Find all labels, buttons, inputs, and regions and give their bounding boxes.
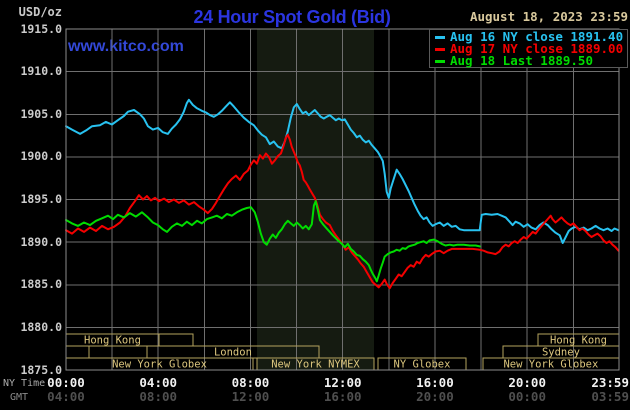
y-axis-tick-label: 1900.0 xyxy=(20,149,62,164)
legend-item-aug17: Aug 17 NY close 1889.00 xyxy=(433,41,627,56)
y-axis-tick-label: 1885.0 xyxy=(20,277,62,292)
ny-time-tick-label: 23:59 xyxy=(591,375,629,390)
legend-label: Aug 18 Last 1889.50 xyxy=(450,53,593,68)
session-label: Sydney xyxy=(542,347,580,359)
kitco-watermark-link[interactable]: www.kitco.com xyxy=(68,38,184,55)
gmt-tick-label: 16:00 xyxy=(323,389,362,404)
ny-time-tick-label: 04:00 xyxy=(139,375,178,390)
gmt-tick-label: 04:00 xyxy=(47,389,85,404)
price-line-aug-18 xyxy=(65,200,481,283)
session-label: London xyxy=(214,347,252,359)
ny-time-tick-label: 00:00 xyxy=(47,375,85,390)
gmt-tick-label: 20:00 xyxy=(416,389,454,404)
legend-item-aug18: Aug 18 Last 1889.50 xyxy=(433,53,627,68)
session-label: New York NYMEX xyxy=(271,359,360,371)
ny-time-tick-label: 12:00 xyxy=(323,375,362,390)
legend-item-aug16: Aug 16 NY close 1891.40 xyxy=(433,29,627,44)
price-line-aug-17 xyxy=(65,133,620,290)
green-series-swatch-icon xyxy=(435,59,445,63)
price-line-aug-16 xyxy=(65,98,620,244)
y-axis-tick-label: 1905.0 xyxy=(20,106,62,121)
session-label: Hong Kong xyxy=(550,335,607,347)
session-label: New York Globex xyxy=(503,359,598,371)
chart-timestamp: August 18, 2023 23:59 xyxy=(469,9,628,24)
y-axis-tick-label: 1875.0 xyxy=(20,362,62,377)
gmt-tick-label: 03:59 xyxy=(591,389,629,404)
plot-border xyxy=(65,28,620,371)
session-label: NY Globex xyxy=(394,359,451,371)
y-axis-tick-label: 1890.0 xyxy=(20,234,62,249)
page-title: 24 Hour Spot Gold (Bid) xyxy=(193,7,391,27)
x-axis-ny-time-label: NY Time xyxy=(3,378,46,389)
red-series-swatch-icon xyxy=(435,47,445,51)
ny-time-tick-label: 20:00 xyxy=(508,375,546,390)
ny-time-tick-label: 08:00 xyxy=(231,375,270,390)
session-label: Hong Kong xyxy=(84,335,141,347)
session-box xyxy=(65,345,90,359)
y-axis-tick-label: 1895.0 xyxy=(20,192,62,206)
cyan-series-swatch-icon xyxy=(435,35,445,39)
gmt-tick-label: 08:00 xyxy=(139,389,178,404)
y-axis-units-label: USD/oz xyxy=(18,5,62,19)
y-axis-tick-label: 1910.0 xyxy=(20,64,62,79)
gmt-tick-label: 12:00 xyxy=(231,389,270,404)
legend-label: Aug 16 NY close 1891.40 xyxy=(450,29,624,44)
x-axis-gmt-label: GMT xyxy=(10,392,29,403)
y-axis-tick-label: 1880.0 xyxy=(20,319,62,334)
session-label: New York Globex xyxy=(112,359,207,371)
ny-time-tick-label: 16:00 xyxy=(416,375,454,390)
session-box xyxy=(158,333,194,347)
legend-label: Aug 17 NY close 1889.00 xyxy=(450,41,624,56)
gmt-tick-label: 00:00 xyxy=(508,389,546,404)
chart-legend: Aug 16 NY close 1891.40 Aug 17 NY close … xyxy=(429,29,628,68)
y-axis-tick-label: 1915.0 xyxy=(20,21,62,36)
session-box xyxy=(88,345,148,359)
